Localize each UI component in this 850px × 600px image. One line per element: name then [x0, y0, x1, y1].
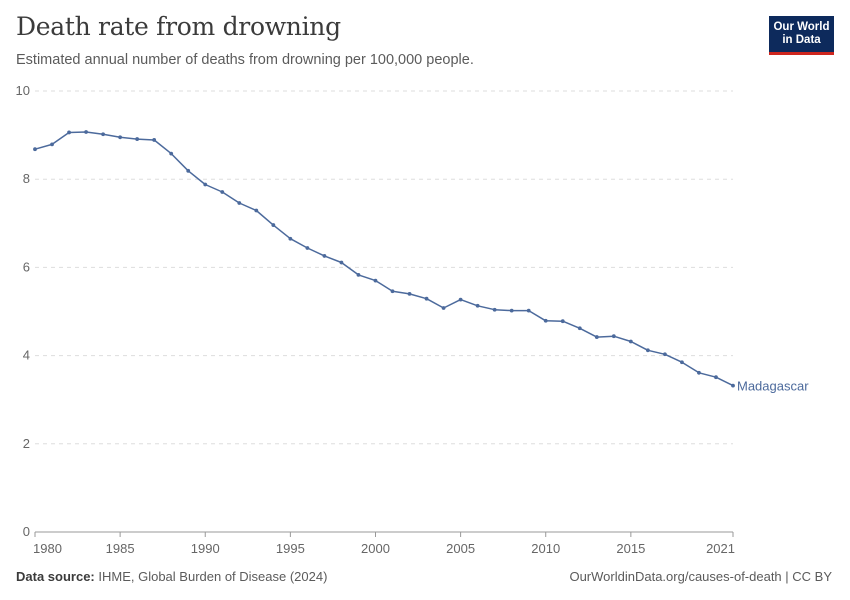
- y-tick-label: 4: [23, 348, 30, 363]
- logo-line-1: Our World: [773, 21, 830, 33]
- data-point: [594, 335, 599, 339]
- x-tick-label: 2015: [616, 541, 645, 556]
- axis-layer: 0 2 4 6 8 10 1980 1985 1990 1995 2000 2005 2010 2015 2…: [16, 83, 735, 556]
- y-tick-label: 0: [23, 524, 30, 539]
- data-point: [475, 303, 480, 308]
- data-point: [509, 308, 514, 313]
- y-tick-label: 2: [23, 436, 30, 451]
- data-point: [560, 319, 565, 324]
- series-line: [34, 131, 734, 387]
- data-point: [680, 360, 684, 365]
- owid-logo[interactable]: Our World in Data: [769, 16, 834, 55]
- data-point: [628, 339, 633, 344]
- data-point: [663, 352, 667, 357]
- x-tick-label: 2010: [531, 541, 560, 556]
- data-point: [84, 130, 88, 134]
- x-tick-label: 1985: [106, 541, 135, 556]
- data-point: [169, 151, 174, 156]
- x-tick-label: 2021: [706, 541, 735, 556]
- x-tick-label: 2005: [446, 541, 475, 556]
- data-point: [339, 260, 344, 265]
- data-point: [611, 334, 616, 339]
- chart-subtitle: Estimated annual number of deaths from d…: [16, 52, 474, 68]
- data-point: [492, 307, 497, 312]
- data-point: [458, 297, 463, 302]
- y-tick-label: 6: [23, 259, 30, 274]
- data-point: [407, 291, 412, 296]
- data-point: [118, 135, 123, 140]
- y-tick-label: 8: [23, 171, 30, 186]
- x-tick-label: 1980: [33, 541, 62, 556]
- y-tick-label: 10: [16, 83, 30, 98]
- data-point: [424, 296, 429, 301]
- data-point: [441, 306, 446, 310]
- x-tick-label: 2000: [361, 541, 390, 556]
- data-point: [33, 147, 37, 152]
- data-point: [254, 208, 259, 213]
- data-source: Data source: IHME, Global Burden of Dise…: [16, 569, 327, 584]
- data-source-text: IHME, Global Burden of Disease (2024): [98, 569, 328, 584]
- data-point: [50, 142, 54, 147]
- data-point: [731, 383, 735, 388]
- data-point: [67, 130, 71, 135]
- data-point: [526, 308, 531, 313]
- data-point: [288, 236, 293, 241]
- series-layer: Madagascar: [33, 130, 809, 394]
- data-point: [373, 278, 378, 283]
- data-point: [203, 182, 208, 187]
- data-point: [237, 201, 242, 205]
- data-point: [714, 375, 718, 380]
- data-point: [101, 132, 105, 137]
- data-point: [305, 246, 310, 250]
- x-tick-label: 1990: [191, 541, 220, 556]
- logo-line-2: in Data: [782, 34, 821, 46]
- chart-title: Death rate from drowning: [16, 12, 341, 41]
- data-point: [543, 318, 548, 323]
- data-point: [186, 168, 191, 173]
- data-point: [135, 137, 140, 141]
- data-point: [322, 254, 327, 258]
- data-point: [577, 326, 582, 331]
- data-point: [645, 348, 650, 353]
- data-source-label: Data source:: [16, 569, 95, 584]
- data-point: [271, 223, 276, 227]
- data-point: [356, 272, 361, 277]
- x-tick-label: 1995: [276, 541, 305, 556]
- data-point: [697, 370, 701, 375]
- data-point: [390, 289, 395, 294]
- data-point: [220, 190, 225, 194]
- source-url[interactable]: OurWorldinData.org/causes-of-death | CC …: [569, 569, 832, 584]
- series-label: Madagascar: [737, 379, 809, 394]
- grid-layer: [35, 90, 733, 445]
- data-point: [152, 138, 157, 142]
